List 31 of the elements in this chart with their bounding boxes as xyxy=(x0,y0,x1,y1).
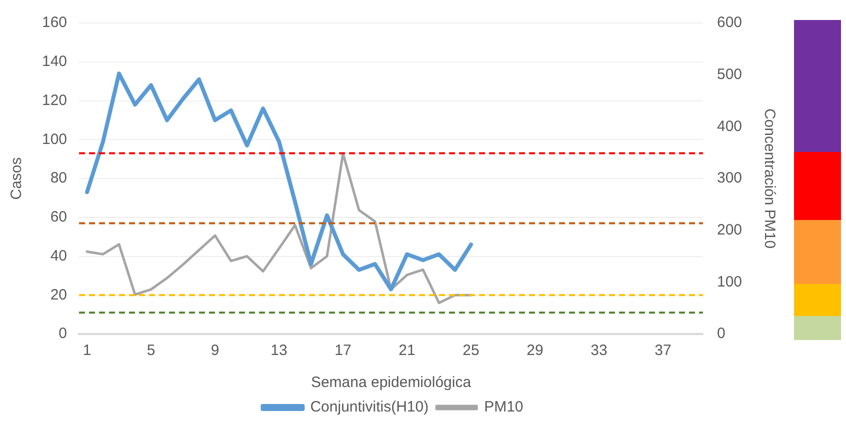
y-axis-title: Casos xyxy=(8,157,26,200)
x-tick-label: 29 xyxy=(526,342,544,360)
y2-tick-label: 200 xyxy=(716,221,742,238)
y-tick-label: 160 xyxy=(42,14,68,32)
x-tick-label: 1 xyxy=(82,342,92,360)
x-tick-label: 17 xyxy=(334,342,352,360)
y-tick-label: 140 xyxy=(42,53,68,70)
x-tick-label: 5 xyxy=(146,342,156,360)
x-tick-label: 33 xyxy=(590,342,608,360)
y2-tick-label: 400 xyxy=(716,118,742,135)
y-tick-label: 40 xyxy=(50,247,68,264)
y-tick-label: 60 xyxy=(50,208,68,226)
x-tick-label: 13 xyxy=(270,342,288,360)
y2-tick-label: 100 xyxy=(716,273,742,290)
x-tick-label: 21 xyxy=(398,342,416,360)
y2-tick-label: 300 xyxy=(716,170,742,187)
y2-tick-label: 600 xyxy=(716,14,742,32)
x-tick-label: 9 xyxy=(210,342,220,360)
x-tick-label: 25 xyxy=(462,342,480,360)
y2-axis-title: Concentración PM10 xyxy=(760,108,778,249)
y2-tick-label: 0 xyxy=(716,325,726,342)
y-tick-label: 20 xyxy=(50,286,68,304)
y-tick-label: 0 xyxy=(58,325,68,342)
legend-label: PM10 xyxy=(484,398,524,416)
y-tick-label: 100 xyxy=(42,130,68,148)
y2-tick-label: 500 xyxy=(716,66,742,83)
y-tick-label: 120 xyxy=(42,92,68,109)
legend-label: Conjuntivitis(H10) xyxy=(310,398,429,416)
y-tick-label: 80 xyxy=(50,170,68,187)
x-tick-label: 37 xyxy=(654,342,672,360)
x-axis-title: Semana epidemiológica xyxy=(310,374,472,392)
